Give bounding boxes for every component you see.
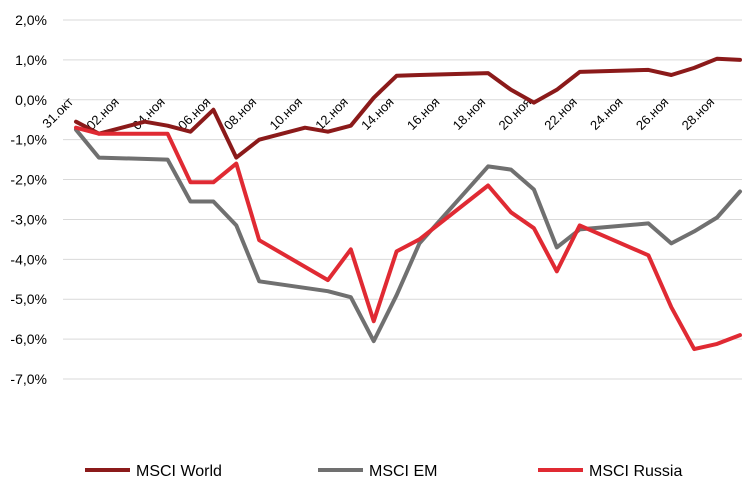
series-line-msci-em bbox=[74, 127, 742, 344]
y-axis-ticks: 2,0% 1,0% 0,0% -1,0% -2,0% -3,0% -4,0% -5,0% -6,… bbox=[10, 12, 47, 387]
y-tick-label: -2,0% bbox=[10, 172, 47, 188]
y-tick-label: 0,0% bbox=[15, 92, 47, 108]
series-line-msci-world bbox=[74, 56, 742, 160]
legend: MSCI World MSCI EM MSCI Russia bbox=[85, 463, 682, 480]
y-tick-label: -6,0% bbox=[10, 331, 47, 347]
legend-label: MSCI World bbox=[136, 463, 222, 480]
y-tick-label: -4,0% bbox=[10, 251, 47, 267]
y-tick-label: 2,0% bbox=[15, 12, 47, 28]
series-line-msci-russia bbox=[74, 125, 742, 352]
y-tick-label: 1,0% bbox=[15, 52, 47, 68]
gridlines bbox=[63, 19, 742, 380]
y-tick-label: -1,0% bbox=[10, 132, 47, 148]
y-tick-label: -3,0% bbox=[10, 211, 47, 227]
y-tick-label: -5,0% bbox=[10, 291, 47, 307]
legend-label: MSCI Russia bbox=[589, 463, 682, 480]
y-tick-label: -7,0% bbox=[10, 371, 47, 387]
legend-label: MSCI EM bbox=[369, 463, 437, 480]
series-lines bbox=[74, 56, 742, 352]
